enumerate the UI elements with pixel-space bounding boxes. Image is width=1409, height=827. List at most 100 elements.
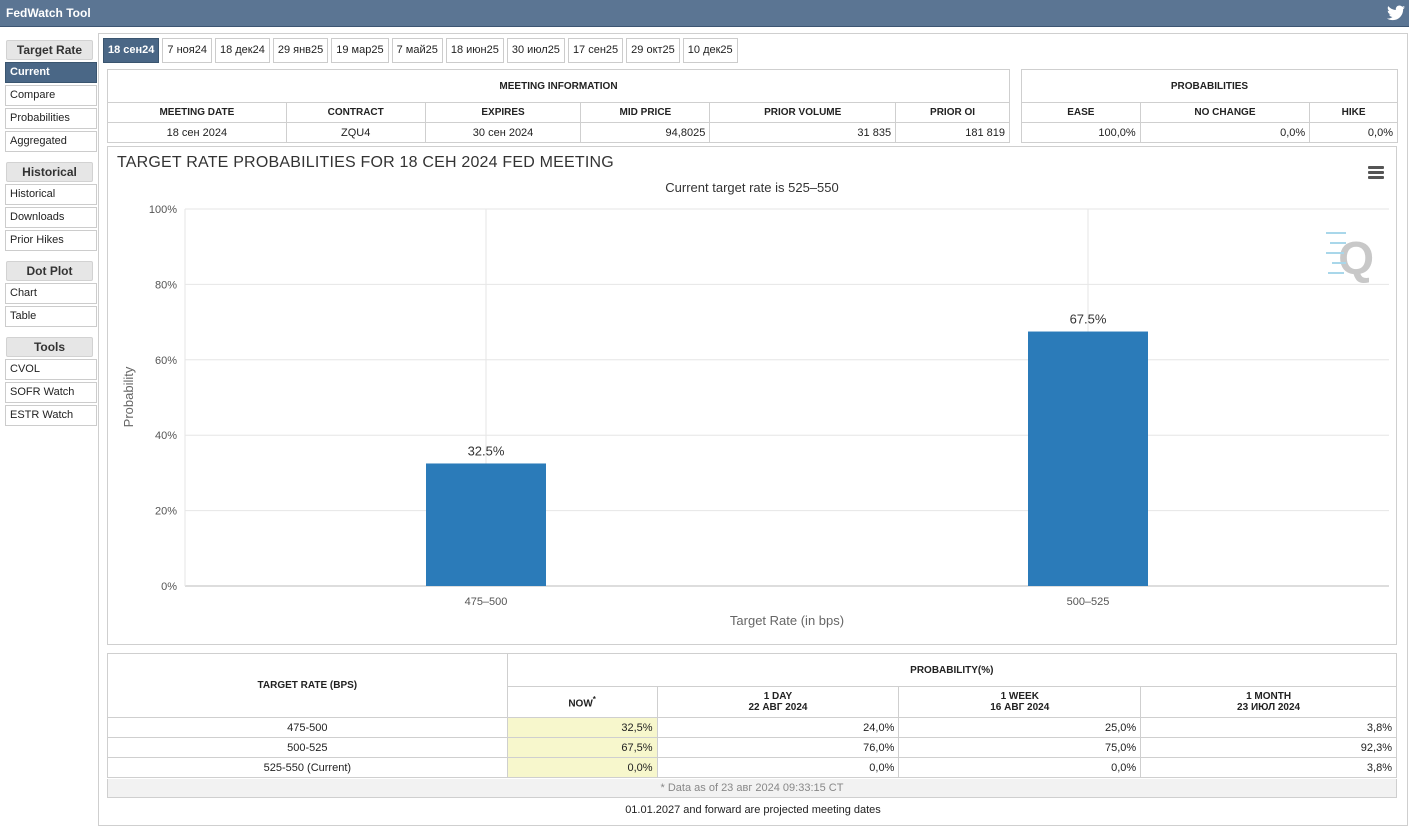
sidebar-item-historical[interactable]: Historical: [5, 184, 97, 205]
week-cell: 25,0%: [898, 717, 1142, 738]
tab-meeting[interactable]: 30 июл25: [506, 38, 565, 63]
col-header: NO CHANGE: [1139, 102, 1311, 123]
hike-cell: 0,0%: [1309, 122, 1398, 143]
col-header: MEETING DATE: [107, 102, 287, 123]
col-header-line1: 1 DAY: [763, 691, 793, 702]
sidebar-heading-tools: Tools: [6, 337, 93, 357]
x-axis-label: Target Rate (in bps): [730, 613, 844, 628]
svg-text:Q: Q: [1338, 232, 1374, 284]
tab-meeting[interactable]: 19 мар25: [331, 38, 389, 63]
y-tick-label: 0%: [161, 581, 177, 593]
sidebar-heading-historical: Historical: [6, 162, 93, 182]
sidebar-item-downloads[interactable]: Downloads: [5, 207, 97, 228]
bar-data-label: 67.5%: [1070, 312, 1107, 327]
now-cell: 0,0%: [506, 757, 658, 778]
sidebar-item-cvol[interactable]: CVOL: [5, 359, 97, 380]
rate-cell: 525-550 (Current): [107, 757, 508, 778]
mid-price-cell: 94,8025: [580, 122, 711, 143]
sidebar-item-compare[interactable]: Compare: [5, 85, 97, 106]
probabilities-summary-table: PROBABILITIES EASE NO CHANGE HIKE 100,0%…: [1021, 69, 1398, 143]
tab-meeting[interactable]: 7 ноя24: [162, 38, 212, 63]
chart-container: TARGET RATE PROBABILITIES FOR 18 СЕН 202…: [107, 146, 1397, 645]
col-header-1-day: 1 DAY 22 АВГ 2024: [656, 686, 900, 718]
tab-meeting[interactable]: 29 янв25: [272, 38, 329, 63]
x-tick-label: 475–500: [465, 596, 508, 608]
app-title: FedWatch Tool: [6, 6, 91, 20]
day-cell: 0,0%: [656, 757, 900, 778]
tab-meeting[interactable]: 29 окт25: [626, 38, 680, 63]
meeting-tabs: 18 сен24 7 ноя24 18 дек24 29 янв25 19 ма…: [103, 38, 741, 63]
hamburger-menu-icon[interactable]: [1368, 166, 1384, 180]
bar[interactable]: [1028, 331, 1148, 586]
sidebar-item-current[interactable]: Current: [5, 62, 97, 83]
tab-meeting[interactable]: 18 сен24: [103, 38, 160, 63]
x-tick-label: 500–525: [1067, 596, 1110, 608]
y-tick-label: 80%: [155, 279, 177, 291]
month-cell: 92,3%: [1140, 737, 1397, 758]
col-header: MID PRICE: [580, 102, 711, 123]
sidebar-heading-target-rate: Target Rate: [6, 40, 93, 60]
expires-cell: 30 сен 2024: [424, 122, 582, 143]
probability-history-table: TARGET RATE (BPS) PROBABILITY(%) NOW* 1 …: [107, 653, 1398, 778]
sidebar-heading-dot-plot: Dot Plot: [6, 261, 93, 281]
now-cell: 32,5%: [506, 717, 658, 738]
col-header-line2: 23 ИЮЛ 2024: [1237, 702, 1301, 713]
bar-chart: Q 0% 20% 40% 60% 80% 100% 32.5% 475–500 67.5% 500…: [121, 204, 1389, 628]
bar-data-label: 32.5%: [468, 443, 505, 458]
probabilities-heading: PROBABILITIES: [1021, 69, 1398, 103]
col-header: CONTRACT: [285, 102, 426, 123]
ease-cell: 100,0%: [1021, 122, 1141, 143]
col-header-1-week: 1 WEEK 16 АВГ 2024: [898, 686, 1142, 718]
day-cell: 24,0%: [656, 717, 900, 738]
y-tick-label: 40%: [155, 430, 177, 442]
sidebar-item-table[interactable]: Table: [5, 306, 97, 327]
week-cell: 0,0%: [898, 757, 1142, 778]
col-header-now: NOW*: [506, 686, 658, 718]
col-header-line1: 1 WEEK: [1000, 691, 1039, 702]
quikstrike-q-logo-icon: Q: [1326, 232, 1374, 284]
sidebar-item-probabilities[interactable]: Probabilities: [5, 108, 97, 129]
table-row: 475-500 32,5% 24,0% 25,0% 3,8%: [107, 717, 1397, 738]
sidebar-item-prior-hikes[interactable]: Prior Hikes: [5, 230, 97, 251]
y-tick-label: 100%: [149, 204, 177, 216]
tab-meeting[interactable]: 17 сен25: [567, 38, 624, 63]
bar[interactable]: [426, 463, 546, 586]
tab-meeting[interactable]: 18 июн25: [445, 38, 504, 63]
sidebar-item-aggregated[interactable]: Aggregated: [5, 131, 97, 152]
data-timestamp-footnote: * Data as of 23 авг 2024 09:33:15 CT: [107, 779, 1397, 798]
now-cell: 67,5%: [506, 737, 658, 758]
col-header-line2: 22 АВГ 2024: [748, 702, 808, 713]
chart-subtitle: Current target rate is 525–550: [665, 180, 839, 195]
month-cell: 3,8%: [1140, 757, 1397, 778]
sidebar-item-estr-watch[interactable]: ESTR Watch: [5, 405, 97, 426]
col-header: EASE: [1021, 102, 1141, 123]
col-header: PRIOR OI: [895, 102, 1010, 123]
y-tick-label: 60%: [155, 355, 177, 367]
app-header: FedWatch Tool: [0, 0, 1409, 27]
table-row: 525-550 (Current) 0,0% 0,0% 0,0% 3,8%: [107, 757, 1397, 778]
col-header: EXPIRES: [424, 102, 582, 123]
col-header-now-label: NOW: [568, 698, 593, 710]
col-header: PRIOR VOLUME: [709, 102, 897, 123]
sidebar-item-chart[interactable]: Chart: [5, 283, 97, 304]
main-panel: 18 сен24 7 ноя24 18 дек24 29 янв25 19 ма…: [98, 33, 1408, 826]
tab-meeting[interactable]: 10 дек25: [682, 38, 738, 63]
col-header-line1: 1 MONTH: [1246, 691, 1292, 702]
tab-meeting[interactable]: 7 май25: [391, 38, 443, 63]
col-header-1-month: 1 MONTH 23 ИЮЛ 2024: [1140, 686, 1397, 718]
projected-dates-note: 01.01.2027 and forward are projected mee…: [625, 804, 881, 816]
month-cell: 3,8%: [1140, 717, 1397, 738]
y-axis-label: Probability: [121, 366, 136, 427]
prior-oi-cell: 181 819: [895, 122, 1010, 143]
chart-title: TARGET RATE PROBABILITIES FOR 18 СЕН 202…: [117, 154, 614, 171]
rate-cell: 475-500: [107, 717, 508, 738]
meeting-info-heading: MEETING INFORMATION: [107, 69, 1010, 103]
col-header-line2: 16 АВГ 2024: [990, 702, 1050, 713]
no-change-cell: 0,0%: [1139, 122, 1311, 143]
target-rate-header: TARGET RATE (BPS): [107, 653, 508, 718]
sidebar-item-sofr-watch[interactable]: SOFR Watch: [5, 382, 97, 403]
y-tick-label: 20%: [155, 506, 177, 518]
table-row: 500-525 67,5% 76,0% 75,0% 92,3%: [107, 737, 1397, 758]
tab-meeting[interactable]: 18 дек24: [214, 38, 270, 63]
twitter-icon[interactable]: [1387, 5, 1405, 21]
